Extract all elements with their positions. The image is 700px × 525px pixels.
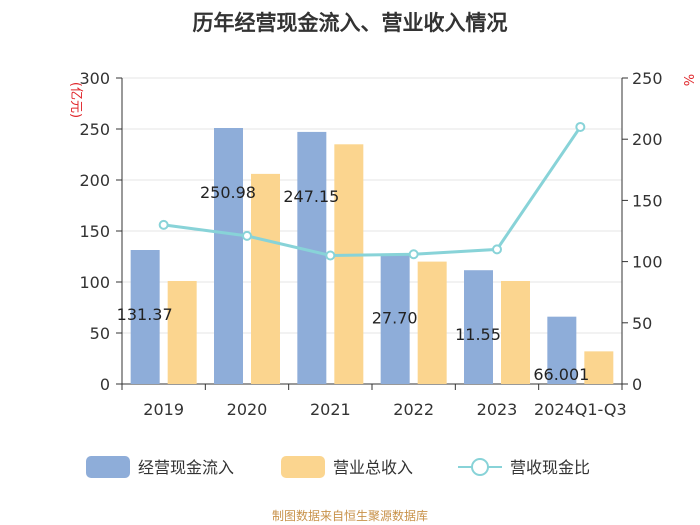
cash-inflow-bar <box>547 316 577 384</box>
legend-label: 经营现金流入 <box>138 458 234 477</box>
left-axis-tick-label: 250 <box>79 120 110 139</box>
cash-ratio-point <box>575 121 586 132</box>
right-axis-tick-label: 200 <box>632 130 663 149</box>
revenue-bar <box>501 280 530 384</box>
legend-swatch <box>86 456 130 478</box>
left-axis-tick-label: 0 <box>100 375 110 394</box>
left-axis-tick-label: 150 <box>79 222 110 241</box>
legend-label: 营收现金比 <box>510 458 590 477</box>
cash-inflow-bar <box>214 128 243 384</box>
x-axis-tick-label: 2020 <box>227 400 268 419</box>
left-axis-tick-label: 300 <box>79 69 110 88</box>
legend: 经营现金流入 营业总收入 营收现金比 <box>86 456 590 478</box>
x-axis-tick-label: 2019 <box>143 400 184 419</box>
right-axis-tick-label: 150 <box>632 191 663 210</box>
right-axis-unit-label: % <box>680 74 695 86</box>
gridlines <box>122 77 622 334</box>
cash-ratio-point <box>325 250 336 261</box>
left-axis-tick-label: 50 <box>90 324 110 343</box>
bar-series <box>130 128 614 384</box>
cash-inflow-data-label: 247.15 <box>283 187 339 206</box>
cash-inflow-bar <box>130 250 160 384</box>
right-axis-tick-label: 100 <box>632 253 663 272</box>
cash-ratio-line <box>163 126 582 257</box>
legend-marker <box>471 458 489 476</box>
chart-title: 历年经营现金流入、营业收入情况 <box>193 11 508 35</box>
right-axis-tick-label: 50 <box>632 314 652 333</box>
revenue-bar <box>334 144 364 384</box>
cash-inflow-data-label: 66.001 <box>533 365 589 384</box>
cash-inflow-data-label: 11.55 <box>455 325 501 344</box>
x-axis-tick-label: 2024Q1-Q3 <box>534 400 627 419</box>
legend-label: 营业总收入 <box>333 458 413 477</box>
legend-swatch <box>281 456 325 478</box>
left-axis-unit-label: (亿元) <box>68 82 83 118</box>
left-axis-tick-label: 200 <box>79 171 110 190</box>
line-series <box>158 121 586 261</box>
cash-inflow-data-label: 27.70 <box>372 309 418 328</box>
revenue-bar <box>167 280 197 384</box>
cash-ratio-point <box>242 230 252 241</box>
cash-ratio-point <box>158 219 169 230</box>
source-note: 制图数据来自恒生聚源数据库 <box>272 508 428 523</box>
cash-ratio-point <box>408 249 419 260</box>
cash-inflow-bar <box>297 131 327 384</box>
cash-inflow-bar <box>380 253 410 384</box>
revenue-bar <box>251 173 280 384</box>
x-axis-tick-label: 2021 <box>310 400 351 419</box>
cash-inflow-bar <box>464 270 493 384</box>
revenue-bar <box>584 351 614 384</box>
x-axis-tick-label: 2022 <box>393 400 434 419</box>
axes: 0 50 100 150 200 250 300 0 50 100 150 200 250 2019 202… <box>79 69 662 419</box>
cash-inflow-data-label: 250.98 <box>200 183 256 202</box>
x-axis-tick-label: 2023 <box>477 400 518 419</box>
data-labels: 131.37 250.98 247.15 27.70 11.55 66.001 <box>117 183 590 384</box>
right-axis-tick-label: 0 <box>632 375 642 394</box>
right-axis-tick-label: 250 <box>632 69 663 88</box>
cash-inflow-data-label: 131.37 <box>117 305 173 324</box>
left-axis-tick-label: 100 <box>79 273 110 292</box>
revenue-bar <box>417 261 447 384</box>
cash-ratio-point <box>492 244 502 255</box>
